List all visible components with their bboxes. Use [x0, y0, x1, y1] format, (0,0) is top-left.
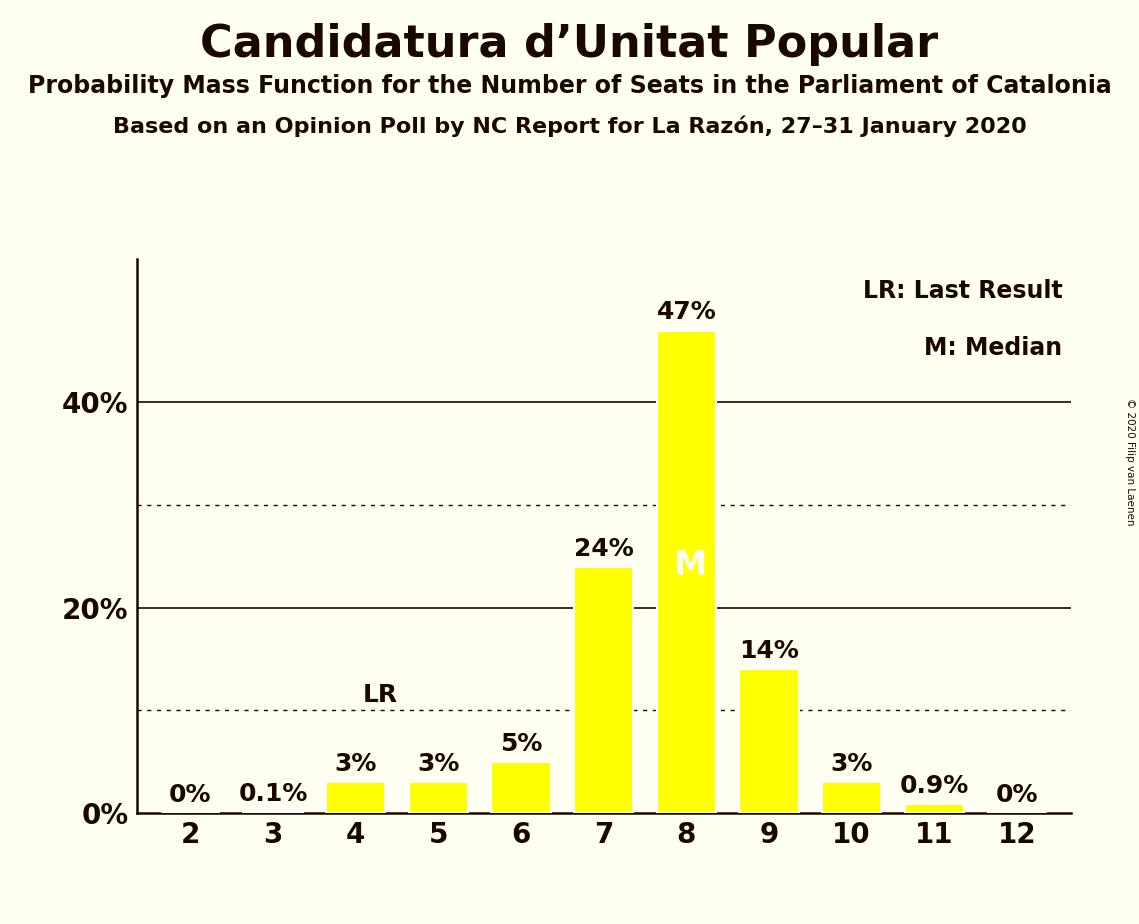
Text: Based on an Opinion Poll by NC Report for La Razón, 27–31 January 2020: Based on an Opinion Poll by NC Report fo…	[113, 116, 1026, 137]
Bar	[491, 761, 551, 813]
Text: Candidatura d’Unitat Popular: Candidatura d’Unitat Popular	[200, 23, 939, 67]
Bar	[244, 812, 303, 813]
Text: LR: LR	[362, 684, 398, 708]
Text: 3%: 3%	[335, 752, 377, 776]
Bar	[739, 669, 798, 813]
Text: 3%: 3%	[417, 752, 459, 776]
Bar	[574, 566, 633, 813]
Text: 0%: 0%	[995, 783, 1038, 807]
Text: LR: Last Result: LR: Last Result	[862, 279, 1063, 303]
Text: © 2020 Filip van Laenen: © 2020 Filip van Laenen	[1125, 398, 1134, 526]
Text: Probability Mass Function for the Number of Seats in the Parliament of Catalonia: Probability Mass Function for the Number…	[27, 74, 1112, 98]
Bar	[409, 783, 468, 813]
Text: M: Median: M: Median	[924, 335, 1063, 359]
Bar	[656, 331, 716, 813]
Text: 3%: 3%	[830, 752, 872, 776]
Bar	[822, 783, 882, 813]
Text: M: M	[674, 549, 707, 582]
Text: 5%: 5%	[500, 732, 542, 756]
Text: 47%: 47%	[656, 300, 716, 324]
Bar	[326, 783, 385, 813]
Text: 0%: 0%	[170, 783, 212, 807]
Text: 0.9%: 0.9%	[900, 773, 969, 797]
Text: 0.1%: 0.1%	[238, 782, 308, 806]
Bar	[904, 804, 964, 813]
Text: 14%: 14%	[739, 639, 798, 663]
Text: 24%: 24%	[574, 537, 633, 561]
